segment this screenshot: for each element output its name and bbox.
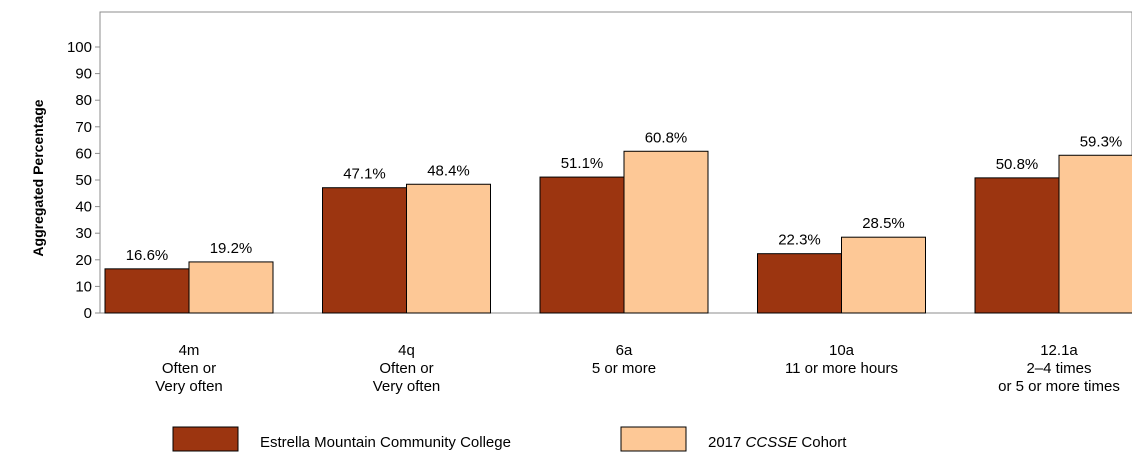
bar [188, 261, 274, 314]
y-tick-label: 50 [75, 172, 92, 189]
x-category-label: 5 or more [592, 360, 656, 377]
legend-label: Estrella Mountain Community College [260, 434, 511, 451]
x-category-label: 10a [829, 342, 855, 359]
legend-label: 2017 CCSSE Cohort [708, 434, 847, 451]
bar-value-label: 51.1% [561, 155, 604, 172]
x-category-label: 2–4 times [1026, 360, 1091, 377]
x-category-label: 4m [179, 342, 200, 359]
x-category-label: Very often [373, 378, 441, 395]
y-tick-label: 60 [75, 145, 92, 162]
bar [841, 236, 926, 314]
x-category-label: Often or [162, 360, 216, 377]
bar-value-label: 16.6% [126, 247, 169, 264]
legend-swatch [620, 426, 687, 452]
x-category-label: Often or [379, 360, 433, 377]
x-category-label: 12.1a [1040, 342, 1078, 359]
x-category-label: Very often [155, 378, 223, 395]
legend-swatch [172, 426, 239, 452]
bar-value-label: 48.4% [427, 162, 470, 179]
bar [322, 187, 407, 314]
bar [1058, 154, 1132, 314]
bar-value-label: 47.1% [343, 166, 386, 183]
bar [539, 176, 625, 314]
y-tick-label: 0 [84, 305, 92, 322]
bar-value-label: 60.8% [645, 129, 688, 146]
x-category-label: 11 or more hours [785, 360, 898, 377]
bar [623, 150, 709, 314]
y-tick-label: 30 [75, 225, 92, 242]
x-category-label: or 5 or more times [998, 378, 1120, 395]
bar [974, 177, 1060, 314]
bar-value-label: 50.8% [996, 156, 1039, 173]
y-tick-label: 20 [75, 252, 92, 269]
bar [104, 268, 190, 314]
x-category-label: 6a [616, 342, 633, 359]
bar-value-label: 59.3% [1080, 133, 1123, 150]
y-tick-label: 40 [75, 199, 92, 216]
bar [406, 183, 491, 314]
y-tick-label: 80 [75, 92, 92, 109]
x-category-label: 4q [398, 342, 415, 359]
y-tick-label: 10 [75, 278, 92, 295]
bar-value-label: 22.3% [778, 232, 821, 249]
y-tick-label: 90 [75, 66, 92, 83]
bar-value-label: 19.2% [210, 240, 253, 257]
y-axis-title: Aggregated Percentage [30, 99, 46, 256]
bar [757, 253, 842, 314]
y-tick-label: 70 [75, 119, 92, 136]
bar-value-label: 28.5% [862, 215, 905, 232]
y-tick-label: 100 [67, 39, 92, 56]
